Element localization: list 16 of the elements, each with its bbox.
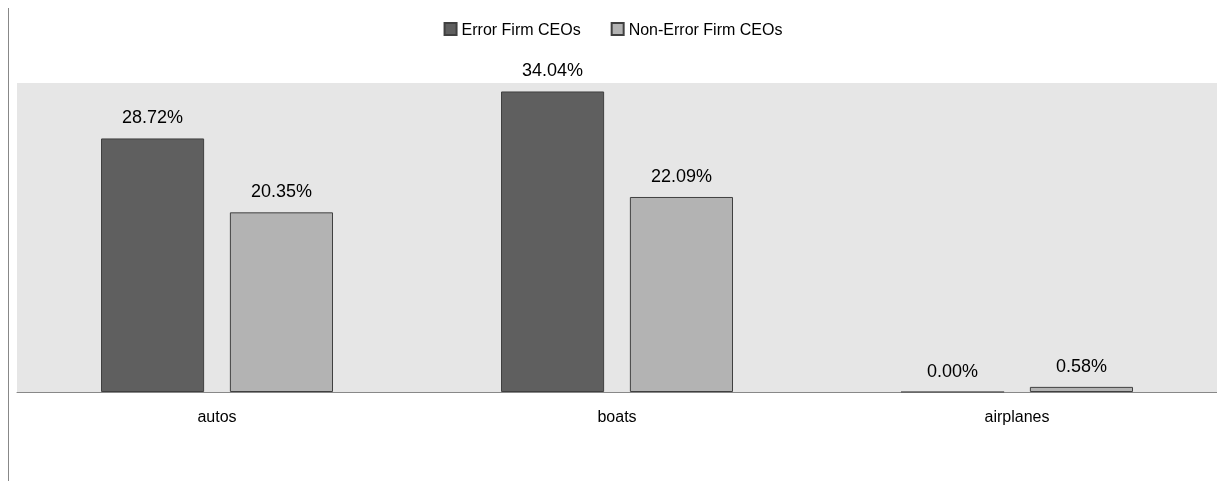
data-label: 28.72%: [122, 107, 184, 128]
data-label: 22.09%: [650, 165, 712, 186]
data-label: 0.58%: [1055, 355, 1107, 376]
data-label: 20.35%: [250, 181, 312, 202]
bar: [1029, 386, 1133, 392]
data-label: 34.04%: [522, 60, 584, 81]
x-tick-label: autos: [197, 407, 237, 425]
bar: [101, 138, 205, 392]
bar: [629, 196, 733, 392]
x-tick-label: airplanes: [984, 407, 1050, 425]
legend-label: Error Firm CEOs: [461, 20, 581, 38]
bar: [501, 91, 605, 392]
data-label: 0.00%: [927, 360, 979, 381]
legend-label: Non-Error Firm CEOs: [628, 20, 783, 38]
bar: [229, 212, 333, 392]
x-tick-label: boats: [597, 407, 637, 425]
